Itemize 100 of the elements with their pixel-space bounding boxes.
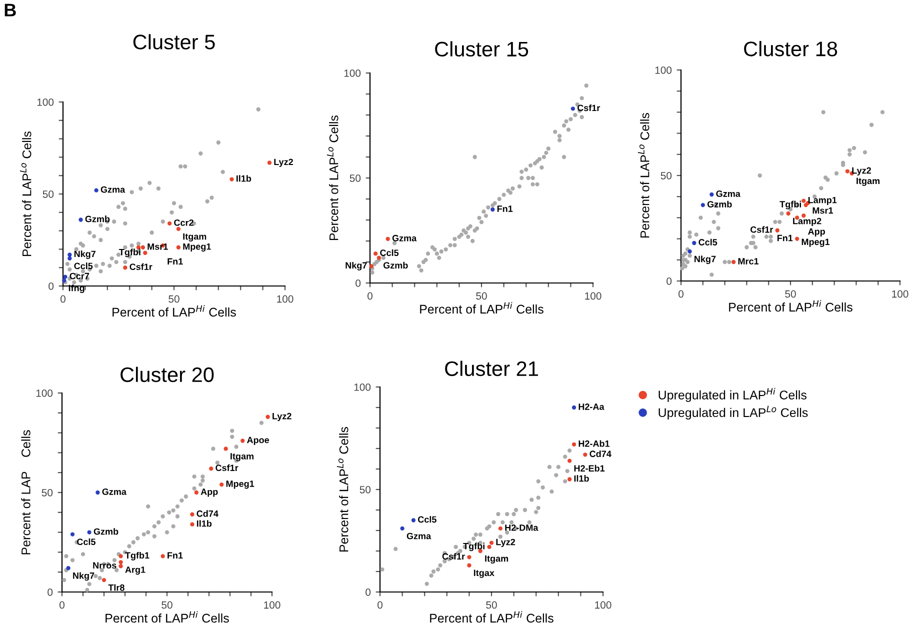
- annotation: Gzma: [716, 190, 740, 197]
- point: [386, 236, 390, 241]
- y-axis-title: Percent of LAP Cells: [21, 430, 30, 554]
- annotation: Lamp2: [793, 218, 822, 226]
- chart-title: Cluster 20: [120, 366, 214, 382]
- point: [467, 555, 472, 560]
- point: [88, 230, 92, 235]
- point: [216, 140, 220, 145]
- y-tick-label: 100: [344, 70, 361, 77]
- x-tick-label: 100: [585, 292, 602, 300]
- point: [563, 454, 568, 459]
- annotation: Itgam: [230, 453, 254, 462]
- annotation: Mpeg1: [226, 480, 254, 489]
- point: [147, 180, 152, 186]
- annotation: Nkg7: [73, 572, 94, 581]
- point: [192, 486, 196, 491]
- point: [156, 186, 161, 191]
- annotation: Nrros: [93, 562, 116, 569]
- point: [160, 514, 165, 518]
- point: [230, 434, 234, 439]
- chart-title: Cluster 15: [435, 41, 528, 57]
- point: [487, 544, 492, 549]
- annotation: Itgax: [474, 570, 494, 578]
- point: [123, 260, 128, 264]
- point: [429, 574, 434, 578]
- annotation: Csf1r: [130, 263, 152, 270]
- point: [700, 202, 705, 208]
- y-tick-label: 50: [42, 489, 53, 496]
- annotation: Lyz2: [852, 167, 871, 176]
- point: [72, 280, 76, 284]
- y-tick-label: 0: [48, 282, 54, 290]
- point: [240, 438, 245, 443]
- annotation: H2-Aa: [578, 404, 604, 410]
- annotation: Lyz2: [272, 412, 292, 422]
- point: [171, 524, 176, 528]
- annotation: H2-Eb1: [574, 464, 605, 472]
- point: [100, 262, 106, 266]
- point: [198, 482, 203, 487]
- annotation: Gzmb: [94, 528, 118, 535]
- point: [472, 536, 476, 541]
- annotation: Ccl5: [698, 238, 718, 246]
- point: [698, 216, 703, 220]
- point: [123, 221, 128, 226]
- point: [436, 567, 440, 572]
- point: [489, 540, 494, 545]
- annotation: Arg1: [125, 566, 146, 575]
- point: [102, 578, 106, 582]
- annotation: Tgfb1: [125, 552, 150, 560]
- y-axis-title: Percent of LAP$^{Lo}$ Cells: [326, 115, 338, 240]
- point: [768, 234, 773, 239]
- point: [565, 468, 570, 474]
- point: [786, 211, 790, 216]
- point: [266, 414, 270, 419]
- point: [64, 554, 68, 558]
- y-tick-label: 50: [350, 174, 361, 182]
- point: [764, 234, 768, 239]
- point: [536, 479, 540, 484]
- annotation: Lyz2: [496, 538, 516, 548]
- x-tick-label: 0: [378, 601, 382, 609]
- point: [707, 230, 712, 235]
- point: [550, 489, 554, 494]
- annotation: Gzma: [102, 488, 127, 495]
- point: [94, 264, 98, 268]
- point: [176, 245, 181, 250]
- point: [92, 234, 96, 238]
- point: [572, 405, 576, 410]
- point: [496, 512, 500, 516]
- point: [484, 526, 490, 531]
- point: [98, 576, 102, 580]
- point: [680, 266, 684, 270]
- point: [505, 512, 510, 516]
- point: [570, 106, 576, 111]
- annotation: Nkg7: [74, 250, 96, 259]
- x-axis-title: Percent of LAP$^{Hi}$ Cells: [112, 305, 236, 317]
- annotation: Apoe: [246, 436, 270, 445]
- annotation: Tgfbi: [119, 248, 140, 258]
- point: [373, 252, 378, 256]
- x-tick-label: 100: [595, 601, 612, 609]
- annotation: Gzma: [392, 234, 417, 242]
- point: [171, 508, 176, 512]
- x-tick-label: 100: [277, 295, 294, 303]
- point: [431, 569, 436, 574]
- point: [70, 558, 75, 562]
- point: [142, 532, 146, 536]
- legend-label: Upregulated in LAP$^{Hi}$ Cells: [658, 388, 806, 402]
- point: [110, 256, 114, 260]
- annotation: Ccl5: [418, 516, 436, 523]
- point: [530, 498, 534, 502]
- y-axis-title: Percent of LAP$^{Lo}$ Cells: [336, 426, 348, 552]
- point: [200, 474, 205, 479]
- point: [160, 554, 165, 558]
- point: [68, 256, 72, 260]
- point: [753, 245, 758, 250]
- annotation: App: [808, 228, 825, 236]
- annotation: Msr1: [812, 207, 834, 214]
- point: [194, 490, 198, 495]
- point: [256, 107, 260, 112]
- annotation: Fn1: [777, 234, 793, 242]
- point: [267, 160, 272, 165]
- point: [744, 245, 749, 250]
